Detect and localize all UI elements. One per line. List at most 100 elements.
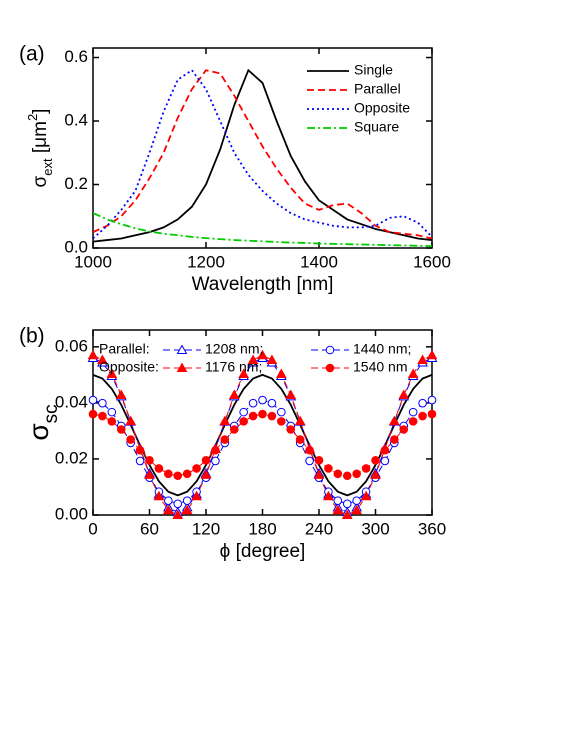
marker bbox=[418, 411, 427, 421]
marker bbox=[172, 509, 184, 519]
marker bbox=[285, 389, 297, 400]
marker bbox=[277, 417, 286, 426]
marker bbox=[97, 354, 108, 364]
marker bbox=[342, 499, 352, 509]
marker bbox=[192, 464, 201, 473]
plot-area bbox=[93, 68, 432, 247]
marker bbox=[305, 445, 314, 455]
marker bbox=[182, 469, 192, 479]
marker bbox=[427, 409, 437, 419]
y-axis-label-part: [μm bbox=[30, 121, 51, 158]
marker bbox=[220, 435, 230, 444]
marker bbox=[115, 389, 127, 400]
marker bbox=[144, 469, 155, 479]
marker bbox=[87, 349, 99, 360]
marker bbox=[380, 456, 390, 466]
y-tick-label: 0.6 bbox=[64, 47, 88, 66]
x-tick-label: 60 bbox=[140, 519, 159, 538]
marker bbox=[219, 415, 231, 426]
y-axis-label-part: ext bbox=[40, 158, 55, 176]
marker bbox=[181, 504, 193, 515]
marker bbox=[191, 490, 202, 501]
marker bbox=[107, 407, 117, 417]
marker bbox=[380, 445, 390, 455]
y-axis-label-part: 2 bbox=[25, 114, 40, 121]
marker bbox=[257, 349, 268, 360]
x-axis-label: ϕ [degree] bbox=[220, 541, 306, 562]
legend-group-label: Opposite: bbox=[99, 359, 159, 375]
x-tick-label: 180 bbox=[248, 519, 276, 538]
legend-label: 1208 nm; bbox=[205, 341, 263, 357]
marker bbox=[333, 469, 343, 479]
marker bbox=[333, 496, 343, 506]
marker bbox=[88, 395, 98, 405]
y-tick-label: 0.06 bbox=[55, 336, 88, 355]
marker bbox=[390, 435, 399, 444]
marker bbox=[135, 445, 145, 455]
x-tick-label: 300 bbox=[361, 519, 389, 538]
marker bbox=[407, 368, 419, 379]
series-line bbox=[93, 69, 432, 240]
x-axis-label: Wavelength [nm] bbox=[192, 274, 334, 295]
marker bbox=[286, 425, 296, 434]
y-tick-label: 0.04 bbox=[55, 392, 88, 411]
marker bbox=[247, 354, 259, 364]
x-tick-label: 240 bbox=[305, 519, 333, 538]
y-tick-label: 0.0 bbox=[64, 237, 88, 256]
marker bbox=[201, 456, 211, 465]
y-axis-label: σsc bbox=[23, 404, 61, 440]
y-tick-label: 0.4 bbox=[64, 111, 88, 130]
marker bbox=[153, 490, 165, 501]
y-axis-label-part: sc bbox=[41, 404, 62, 423]
plot-frame bbox=[92, 47, 433, 249]
marker bbox=[427, 395, 437, 405]
marker bbox=[200, 469, 212, 479]
legend-label: 1540 nm bbox=[353, 359, 407, 375]
legend-group-label: Parallel: bbox=[99, 341, 150, 357]
marker bbox=[295, 435, 305, 444]
marker bbox=[352, 496, 361, 506]
marker bbox=[360, 490, 372, 501]
marker bbox=[342, 471, 352, 481]
marker bbox=[164, 496, 173, 506]
marker bbox=[341, 509, 353, 519]
marker bbox=[408, 407, 418, 417]
marker bbox=[361, 464, 371, 473]
marker bbox=[426, 349, 438, 360]
marker bbox=[239, 417, 248, 426]
plot-area bbox=[93, 354, 432, 515]
marker bbox=[248, 411, 258, 421]
marker bbox=[98, 411, 107, 421]
marker bbox=[154, 464, 164, 473]
series-line bbox=[93, 354, 432, 515]
marker bbox=[238, 368, 250, 379]
y-tick-label: 0.00 bbox=[55, 504, 88, 523]
marker bbox=[267, 411, 277, 421]
marker bbox=[324, 464, 333, 473]
series-line bbox=[93, 357, 432, 513]
marker bbox=[176, 362, 188, 372]
marker bbox=[398, 389, 410, 400]
legend-label: Parallel bbox=[354, 81, 401, 97]
marker bbox=[370, 469, 381, 479]
series-line bbox=[93, 68, 432, 240]
marker bbox=[277, 407, 286, 417]
marker bbox=[258, 409, 267, 419]
x-tick-label: 120 bbox=[192, 519, 220, 538]
marker bbox=[126, 435, 135, 444]
y-axis-label: σext [μm2] bbox=[25, 109, 55, 188]
marker bbox=[182, 496, 192, 506]
panel-label: (a) bbox=[19, 43, 45, 66]
marker bbox=[98, 398, 107, 408]
marker bbox=[294, 415, 306, 426]
y-axis-label-part: σ bbox=[23, 423, 54, 440]
marker bbox=[267, 398, 277, 408]
marker bbox=[248, 398, 258, 408]
x-tick-label: 360 bbox=[418, 519, 446, 538]
y-tick-label: 0.02 bbox=[55, 448, 88, 467]
marker bbox=[107, 417, 117, 426]
series-line bbox=[93, 413, 432, 477]
marker bbox=[371, 456, 380, 465]
marker bbox=[314, 456, 324, 465]
legend-label: Single bbox=[354, 62, 393, 78]
